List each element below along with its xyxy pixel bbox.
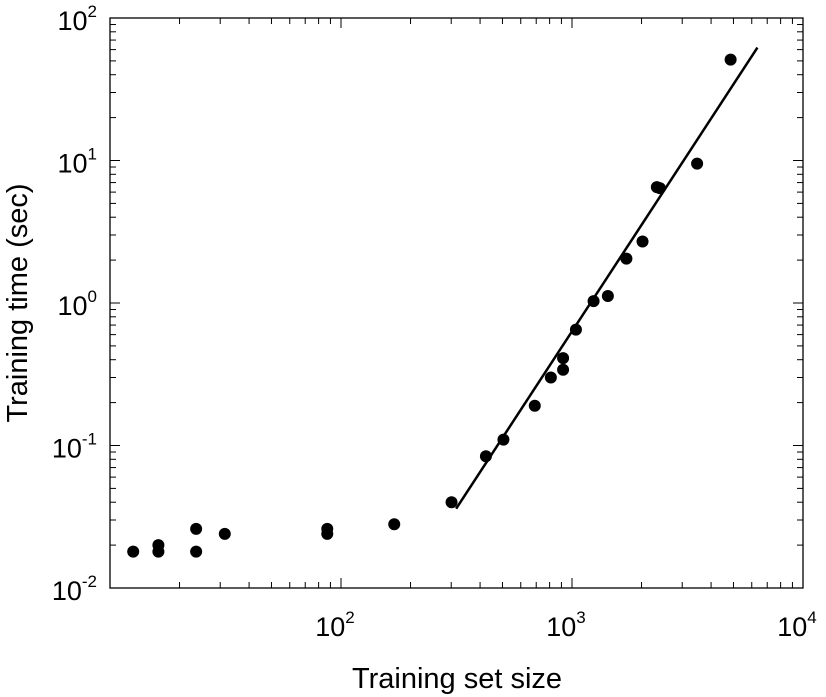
y-tick-exponent: -1 <box>82 430 97 449</box>
y-tick-base: 10 <box>57 149 87 179</box>
data-point <box>557 363 570 376</box>
y-tick-base: 10 <box>57 291 87 321</box>
x-tick-base: 10 <box>777 612 807 642</box>
y-tick-label: 101 <box>57 145 97 179</box>
data-point <box>620 252 633 265</box>
x-tick-exponent: 3 <box>576 608 585 627</box>
data-point <box>544 371 557 384</box>
y-tick-base: 10 <box>57 6 87 36</box>
data-point <box>497 433 510 446</box>
data-point <box>601 289 614 302</box>
data-point <box>691 157 704 170</box>
x-tick-base: 10 <box>546 612 576 642</box>
data-point <box>190 545 203 558</box>
y-tick-exponent: 0 <box>88 287 97 306</box>
data-point <box>569 323 582 336</box>
x-tick-exponent: 4 <box>807 608 816 627</box>
data-point <box>152 545 165 558</box>
x-tick-exponent: 2 <box>345 608 354 627</box>
data-point <box>557 352 570 365</box>
y-tick-exponent: 2 <box>88 2 97 21</box>
data-point <box>321 527 334 540</box>
x-tick-label: 103 <box>546 608 586 642</box>
data-point <box>190 522 203 535</box>
x-tick-label: 104 <box>777 608 817 642</box>
data-point <box>653 182 666 195</box>
x-tick-base: 10 <box>315 612 345 642</box>
y-tick-label: 10-1 <box>52 430 97 464</box>
y-tick-exponent: -2 <box>82 572 97 591</box>
data-point <box>587 295 600 308</box>
x-tick-label: 102 <box>315 608 355 642</box>
data-point <box>528 399 541 412</box>
tick-marks <box>110 18 803 588</box>
data-point <box>388 518 401 531</box>
y-tick-base: 10 <box>52 576 82 606</box>
data-point <box>636 235 649 248</box>
x-axis-label: Training set size <box>352 663 562 695</box>
data-point <box>127 545 140 558</box>
data-point <box>479 450 492 463</box>
data-points <box>127 53 737 558</box>
y-axis-label: Training time (sec) <box>2 183 34 422</box>
y-tick-label: 100 <box>57 287 97 321</box>
y-tick-label: 102 <box>57 2 97 36</box>
data-point <box>218 527 231 540</box>
fit-line <box>455 46 759 510</box>
y-tick-exponent: 1 <box>88 145 97 164</box>
data-point <box>445 496 458 509</box>
data-point <box>724 53 737 66</box>
y-tick-base: 10 <box>52 434 82 464</box>
y-tick-label: 10-2 <box>52 572 97 606</box>
